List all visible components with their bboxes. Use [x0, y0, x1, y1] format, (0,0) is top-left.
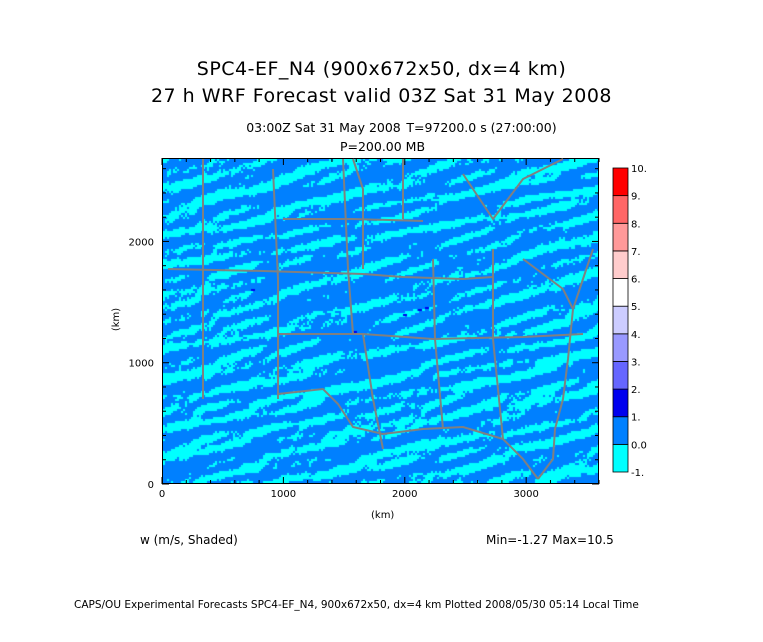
subtitle-level: P=200.00 MB: [339, 139, 426, 154]
y-tick-label: 0: [148, 480, 154, 491]
colorbar-box: [612, 443, 629, 473]
colorbar-box: [612, 278, 629, 307]
colorbar-label: 3.: [631, 357, 641, 368]
colorbar-label: 10.: [631, 164, 647, 175]
min-max-label: Min=-1.27 Max=10.5: [486, 533, 614, 547]
y-tick-label: 2000: [129, 237, 154, 248]
colorbar-label: 2.: [631, 385, 641, 396]
y-axis-label: (km): [111, 307, 123, 332]
colorbar-label: 4.: [631, 330, 641, 341]
colorbar-label: 8.: [631, 219, 641, 230]
colorbar-box: [612, 222, 629, 252]
title-line-1: SPC4-EF_N4 (900x672x50, dx=4 km): [196, 58, 567, 80]
x-tick-label: 2000: [392, 489, 417, 500]
border-line: [167, 268, 494, 281]
border-line: [277, 387, 539, 480]
border-line: [272, 168, 279, 399]
colorbar-label: 9.: [631, 192, 641, 203]
colorbar-box: [612, 388, 629, 418]
colorbar-label: 1.: [631, 413, 641, 424]
w-field-canvas: [163, 159, 598, 483]
border-line: [462, 158, 564, 221]
colorbar-box: [612, 333, 629, 362]
border-line: [283, 218, 424, 222]
colorbar-label: 6.: [631, 275, 641, 286]
subtitle-t: T=97200.0 s (27:00:00): [406, 120, 557, 135]
colorbar-box: [612, 416, 629, 445]
colorbar-label: -1.: [631, 468, 644, 479]
field-label: w (m/s, Shaded): [140, 533, 238, 547]
colorbar-box: [612, 250, 629, 279]
x-tick-label: 0: [159, 489, 165, 500]
border-line: [352, 158, 364, 269]
state-borders: [167, 158, 594, 480]
colorbar-box: [612, 305, 629, 335]
border-line: [342, 158, 354, 335]
colorbar-label: 0.0: [631, 440, 647, 451]
colorbar-box: [612, 167, 629, 197]
border-line: [492, 249, 504, 440]
x-tick-label: 1000: [271, 489, 296, 500]
colorbar-box: [612, 195, 629, 224]
colorbar-label: 7.: [631, 247, 641, 258]
y-tick-label: 1000: [129, 359, 154, 370]
x-tick-label: 3000: [513, 489, 538, 500]
subtitle-time: 03:00Z Sat 31 May 2008: [246, 120, 401, 135]
border-line: [432, 333, 584, 340]
border-line: [537, 248, 594, 480]
colorbar-label: 5.: [631, 302, 641, 313]
x-axis-label: (km): [371, 510, 395, 521]
colorbar-box: [612, 361, 629, 390]
title-line-2: 27 h WRF Forecast valid 03Z Sat 31 May 2…: [150, 85, 613, 107]
border-line: [522, 258, 574, 310]
footer: CAPS/OU Experimental Forecasts SPC4-EF_N…: [74, 599, 639, 611]
map-plot-area: [162, 158, 599, 484]
